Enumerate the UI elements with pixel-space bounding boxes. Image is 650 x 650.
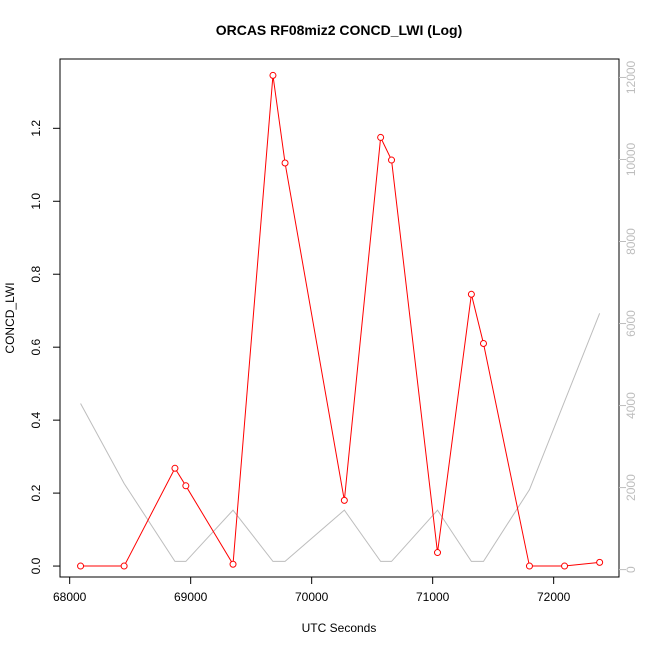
y-tick-label: 1.0 <box>29 193 43 210</box>
x-tick-label: 68000 <box>53 590 87 604</box>
data-point <box>182 482 190 490</box>
data-point <box>171 464 179 472</box>
x-tick-label: 70000 <box>295 590 329 604</box>
y-tick-label: 0.4 <box>29 411 43 428</box>
data-point <box>340 496 348 504</box>
data-point <box>479 340 487 348</box>
axes: 68000 69000 70000 71000 72000 0.0 0.2 0.4 0.6 0.8… <box>29 60 638 604</box>
data-point <box>120 562 128 570</box>
data-point <box>388 156 396 164</box>
x-tick-label: 72000 <box>537 590 571 604</box>
y2-tick-label: 4000 <box>624 392 638 419</box>
y-tick-label: 0.8 <box>29 266 43 283</box>
x-axis-label: UTC Seconds <box>302 621 377 635</box>
chart-title: ORCAS RF08miz2 CONCD_LWI (Log) <box>216 22 463 38</box>
data-point <box>434 549 442 557</box>
series-layer <box>77 71 604 570</box>
secondary-series-line <box>80 313 601 562</box>
data-point <box>561 562 569 570</box>
y2-tick-label: 12000 <box>624 60 638 94</box>
data-point <box>229 560 237 568</box>
x-tick-label: 69000 <box>174 590 208 604</box>
y2-tick-label: 8000 <box>624 228 638 255</box>
y-tick-label: 0.6 <box>29 339 43 356</box>
y-axis-label: CONCD_LWI <box>3 282 17 353</box>
y2-tick-label: 2000 <box>624 474 638 501</box>
primary-series-line <box>80 75 600 567</box>
x-tick-label: 71000 <box>416 590 450 604</box>
y2-tick-label: 6000 <box>624 310 638 337</box>
y-tick-label: 0.0 <box>29 557 43 574</box>
y2-tick-label: 0 <box>624 566 638 573</box>
data-point <box>525 562 533 570</box>
data-point <box>467 290 475 298</box>
data-point <box>377 133 385 141</box>
data-point <box>77 562 85 570</box>
data-point <box>281 159 289 167</box>
y2-tick-label: 10000 <box>624 142 638 176</box>
y-tick-label: 0.2 <box>29 484 43 501</box>
plot-frame <box>59 58 620 578</box>
data-point <box>596 558 604 566</box>
y-tick-label: 1.2 <box>29 120 43 137</box>
data-point <box>269 71 277 79</box>
